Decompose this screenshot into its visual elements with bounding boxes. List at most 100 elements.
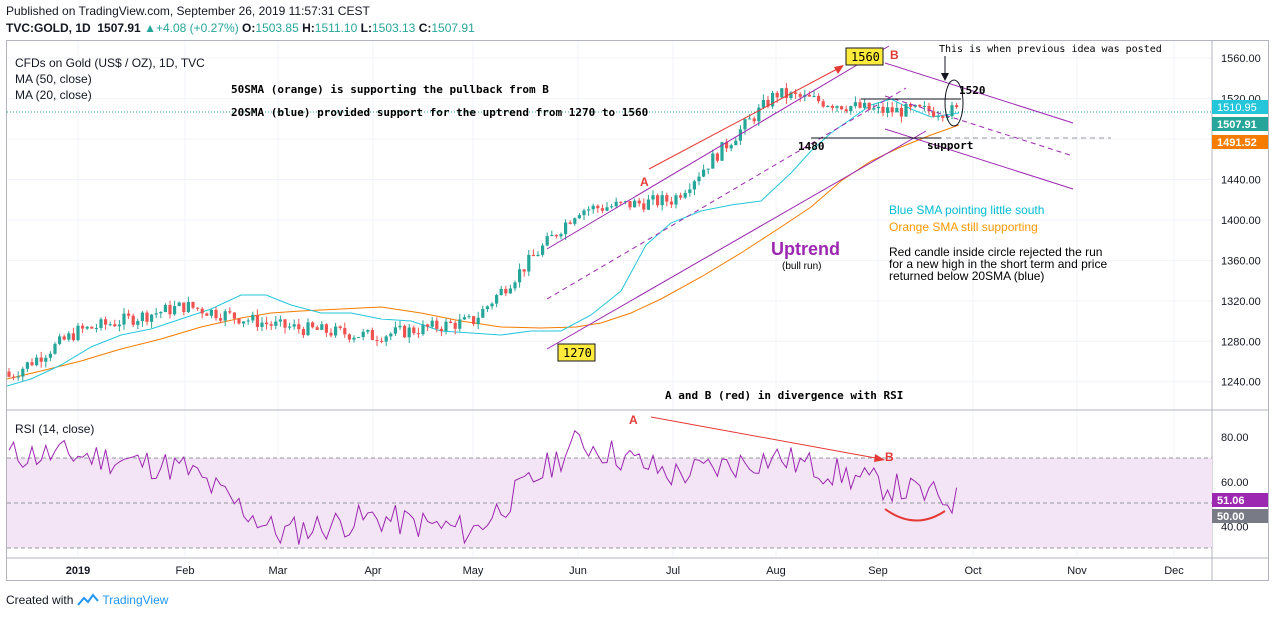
candle-body [844, 109, 848, 112]
candle [545, 232, 549, 247]
tradingview-brand[interactable]: TradingView [102, 593, 169, 607]
candle-body [692, 181, 696, 190]
candle-body [159, 312, 163, 314]
candle [614, 197, 618, 208]
candle-body [255, 314, 259, 327]
candle-body [835, 106, 839, 108]
candle-body [154, 313, 158, 315]
candle-body [163, 304, 167, 313]
candle [674, 193, 678, 209]
rsi-label-a: A [629, 413, 638, 427]
candle-body [380, 340, 384, 342]
candle-body [416, 333, 420, 335]
candle-body [48, 353, 52, 358]
price-change: +4.08 (+0.27%) [155, 21, 239, 35]
candle-body [191, 301, 195, 308]
time-tick: Feb [176, 565, 195, 577]
candle [214, 306, 218, 321]
chart-svg[interactable]: 1560 1270 A B 1520 1480 support This is … [6, 41, 1268, 582]
label-bull-run: (bull run) [782, 261, 821, 272]
candle [297, 318, 301, 334]
candle-body [246, 320, 250, 322]
rsi-divergence-line [650, 416, 882, 460]
candle [476, 311, 480, 329]
candle-body [669, 201, 673, 205]
candle-body [738, 129, 742, 141]
candle-body [324, 324, 328, 333]
candle-body [389, 333, 393, 337]
candle-body [876, 106, 880, 109]
candle [223, 309, 227, 327]
candle-body [522, 269, 526, 272]
candle-body [265, 322, 269, 325]
candle-body [136, 321, 140, 325]
candle-body [623, 201, 627, 203]
chart-frame[interactable]: 1560 1270 A B 1520 1480 support This is … [6, 40, 1269, 582]
candle-body [278, 319, 282, 322]
candle-body [435, 320, 439, 329]
candle [697, 172, 701, 186]
candle [200, 306, 204, 319]
candle [610, 203, 614, 209]
candle [863, 99, 867, 110]
candle-body [711, 153, 715, 169]
candle [343, 322, 347, 338]
candle-body [950, 105, 954, 117]
candle [711, 149, 715, 169]
candle [637, 197, 641, 207]
candle [260, 317, 264, 332]
candle-body [577, 215, 581, 219]
candle [909, 102, 913, 111]
candle-body [872, 108, 876, 110]
candle-body [209, 309, 213, 316]
candle-body [260, 322, 264, 327]
footer: Created with TradingView [6, 593, 168, 607]
candle [113, 319, 117, 327]
candle-body [683, 192, 687, 198]
candle [568, 220, 572, 225]
candle-body [734, 140, 738, 146]
candle-body [932, 111, 936, 117]
candle-body [715, 153, 719, 161]
close-label: C: [418, 21, 432, 35]
candle-body [858, 102, 862, 108]
candle [619, 201, 623, 205]
candle-body [407, 327, 411, 338]
published-line: Published on TradingView.com, September … [6, 4, 370, 18]
candle-body [830, 105, 834, 108]
time-axis[interactable]: 2019 Feb Mar Apr May Jun Jul Aug Sep Oct Nov Dec [66, 565, 1185, 577]
candle-body [462, 317, 466, 320]
price-axis[interactable]: 1240.00 1280.00 1320.00 1360.00 1400.00 1440.… [1221, 53, 1261, 533]
candle-body [113, 324, 117, 327]
candle-body [508, 288, 512, 294]
candle-body [370, 329, 374, 341]
candle [738, 125, 742, 145]
candle-body [554, 235, 558, 237]
candle [48, 351, 52, 362]
candle-body [660, 195, 664, 206]
candle-body [490, 303, 494, 307]
candle [426, 323, 430, 332]
candle-body [53, 343, 57, 354]
candle [99, 317, 103, 331]
candle-body [186, 301, 190, 313]
candle-body [499, 288, 503, 296]
candle [435, 317, 439, 333]
candle [550, 230, 554, 237]
candle-body [899, 107, 903, 117]
candle-body [214, 309, 218, 319]
candle [481, 305, 485, 319]
candle-body [766, 99, 770, 107]
candle [462, 314, 466, 320]
candle [380, 337, 384, 344]
badge-rsi-mid-text: 50.00 [1217, 511, 1245, 523]
note-20sma: 20SMA (blue) provided support for the up… [231, 106, 648, 119]
candle-body [784, 88, 788, 98]
price-tick: 1400.00 [1221, 215, 1261, 227]
candle-body [518, 269, 522, 283]
candle-body [223, 311, 227, 321]
candle-body [757, 107, 761, 122]
candle [886, 101, 890, 118]
candle-body [752, 118, 756, 122]
candle [361, 328, 365, 341]
